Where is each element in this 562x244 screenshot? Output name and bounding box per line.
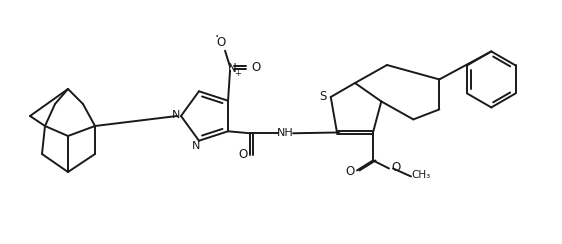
Text: O: O	[251, 61, 261, 74]
Text: S: S	[319, 90, 327, 102]
Text: N: N	[192, 141, 200, 151]
Text: O: O	[391, 161, 401, 174]
Text: NH: NH	[277, 128, 293, 138]
Text: ·: ·	[215, 30, 219, 44]
Text: O: O	[346, 165, 355, 178]
Text: O: O	[216, 36, 226, 49]
Text: N: N	[228, 62, 237, 75]
Text: CH₃: CH₃	[411, 171, 430, 181]
Text: O: O	[238, 148, 248, 161]
Text: N: N	[172, 110, 180, 120]
Text: +: +	[234, 69, 242, 78]
